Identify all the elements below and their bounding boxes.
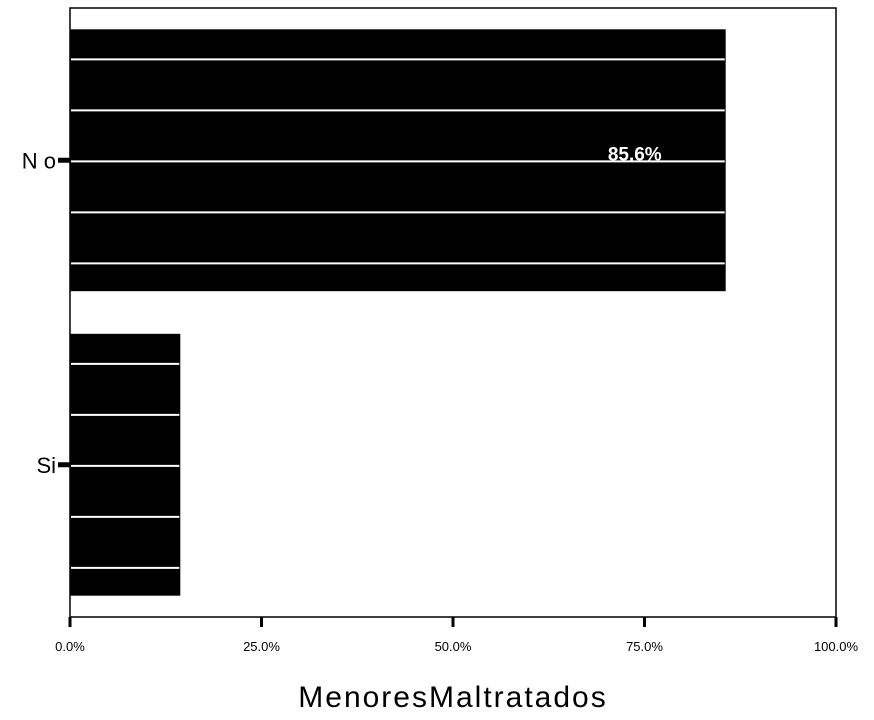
x-tick-label: 75.0% (626, 639, 663, 654)
bar-group (70, 29, 726, 292)
bar (70, 333, 181, 596)
data-label: 85.6% (608, 144, 662, 165)
bar-group (70, 333, 181, 596)
x-axis-title: MenoresMaltratados (298, 681, 607, 714)
bars-layer (70, 29, 726, 596)
x-tick-label: 100.0% (814, 639, 859, 654)
y-tick (58, 157, 70, 163)
bar (70, 29, 726, 292)
x-axis: 0.0% 25.0% 50.0% 75.0% 100.0% (55, 617, 858, 654)
y-axis: N o Si (22, 148, 70, 478)
x-tick-label: 50.0% (435, 639, 472, 654)
y-tick-label: N o (22, 148, 56, 173)
x-tick-label: 25.0% (243, 639, 280, 654)
data-labels-layer: 85.6% (608, 144, 662, 165)
x-tick-label: 0.0% (55, 639, 85, 654)
y-tick (58, 462, 70, 468)
y-tick-label: Si (36, 453, 56, 478)
